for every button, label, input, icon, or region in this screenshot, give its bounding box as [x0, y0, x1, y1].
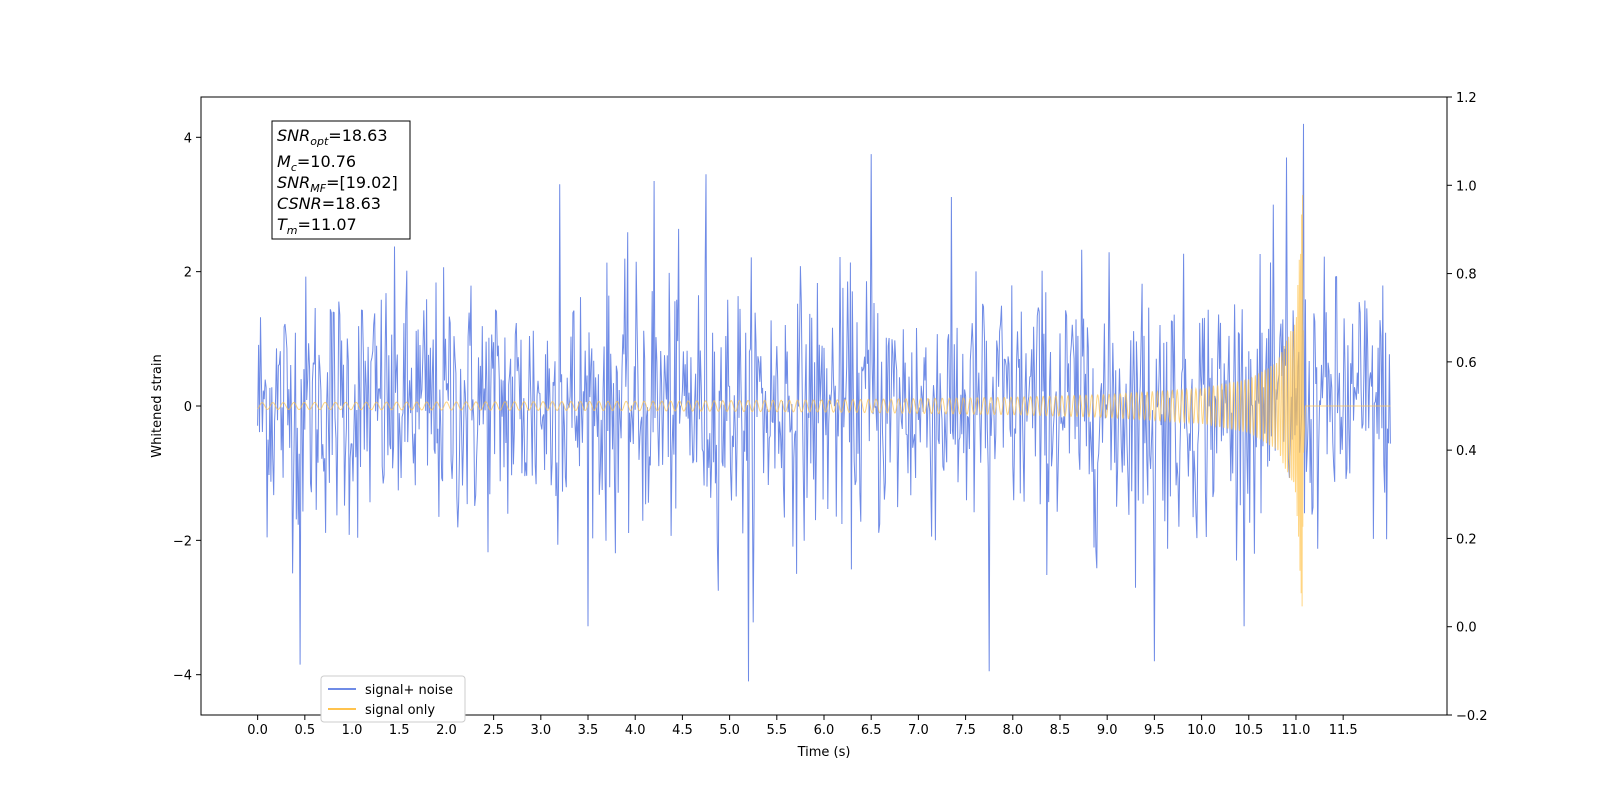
x-tick-label: 0.0 — [247, 723, 268, 738]
legend-label-signal-noise: signal+ noise — [365, 683, 453, 698]
x-tick-label: 5.0 — [719, 723, 740, 738]
annotation-snr-opt: SNRopt=18.63 — [277, 126, 388, 148]
x-tick-label: 9.5 — [1144, 723, 1165, 738]
x-tick-label: 1.5 — [389, 723, 410, 738]
series-signal-only-line — [257, 195, 1391, 607]
y-axis-left: 4 2 0 −2 −4 — [173, 131, 201, 684]
x-tick-label: 9.0 — [1097, 723, 1118, 738]
y-axis-label: Whitened strain — [150, 354, 165, 457]
x-tick-label: 0.5 — [294, 723, 315, 738]
annotation-csnr: CSNR=18.63 — [277, 194, 381, 213]
x-tick-label: 6.5 — [861, 723, 882, 738]
x-tick-label: 10.5 — [1234, 723, 1263, 738]
y2-tick-label: 1.2 — [1456, 91, 1477, 106]
annotation-mc: Mc=10.76 — [277, 152, 356, 174]
plot-area — [257, 123, 1391, 682]
y-tick-label: 2 — [184, 266, 192, 281]
x-tick-label: 6.0 — [814, 723, 835, 738]
x-tick-label: 1.0 — [342, 723, 363, 738]
x-tick-label: 5.5 — [766, 723, 787, 738]
annotation-tm: Tm=11.07 — [277, 215, 357, 237]
x-tick-label: 8.5 — [1050, 723, 1071, 738]
x-tick-label: 7.5 — [955, 723, 976, 738]
x-tick-label: 11.5 — [1329, 723, 1358, 738]
x-tick-label: 7.0 — [908, 723, 929, 738]
y-tick-label: 0 — [184, 400, 192, 415]
y-axis-right: 1.2 1.0 0.8 0.6 0.4 0.2 0.0 −0.2 — [1447, 91, 1488, 724]
series-layer — [257, 123, 1391, 682]
y-tick-label: −2 — [173, 534, 192, 549]
y2-tick-label: 0.2 — [1456, 532, 1477, 547]
x-tick-label: 2.0 — [436, 723, 457, 738]
y-tick-label: 4 — [184, 131, 192, 146]
x-tick-label: 11.0 — [1281, 723, 1310, 738]
legend: signal+ noise signal only — [320, 675, 466, 723]
x-tick-label: 3.5 — [578, 723, 599, 738]
legend-label-signal-only: signal only — [365, 703, 435, 718]
annotation-box: SNRopt=18.63 Mc=10.76 SNRMF=[19.02] CSNR… — [271, 120, 411, 240]
x-tick-label: 10.0 — [1187, 723, 1216, 738]
y2-tick-label: −0.2 — [1456, 709, 1488, 724]
y2-tick-label: 1.0 — [1456, 179, 1477, 194]
y-tick-label: −4 — [173, 669, 192, 684]
y2-tick-label: 0.4 — [1456, 444, 1477, 459]
x-tick-label: 2.5 — [483, 723, 504, 738]
x-tick-label: 8.0 — [1002, 723, 1023, 738]
series-signal-noise-line — [257, 123, 1391, 682]
annotation-snr-mf: SNRMF=[19.02] — [277, 173, 398, 195]
y2-tick-label: 0.8 — [1456, 268, 1477, 283]
x-tick-label: 4.5 — [672, 723, 693, 738]
x-axis: 0.0 0.5 1.0 1.5 2.0 2.5 3.0 3.5 4.0 4.5 5.0 5.5 6.0 6… — [247, 715, 1358, 738]
x-axis-label: Time (s) — [797, 745, 851, 760]
y2-tick-label: 0.6 — [1456, 356, 1477, 371]
x-tick-label: 4.0 — [625, 723, 646, 738]
x-tick-label: 3.0 — [530, 723, 551, 738]
y2-tick-label: 0.0 — [1456, 621, 1477, 636]
